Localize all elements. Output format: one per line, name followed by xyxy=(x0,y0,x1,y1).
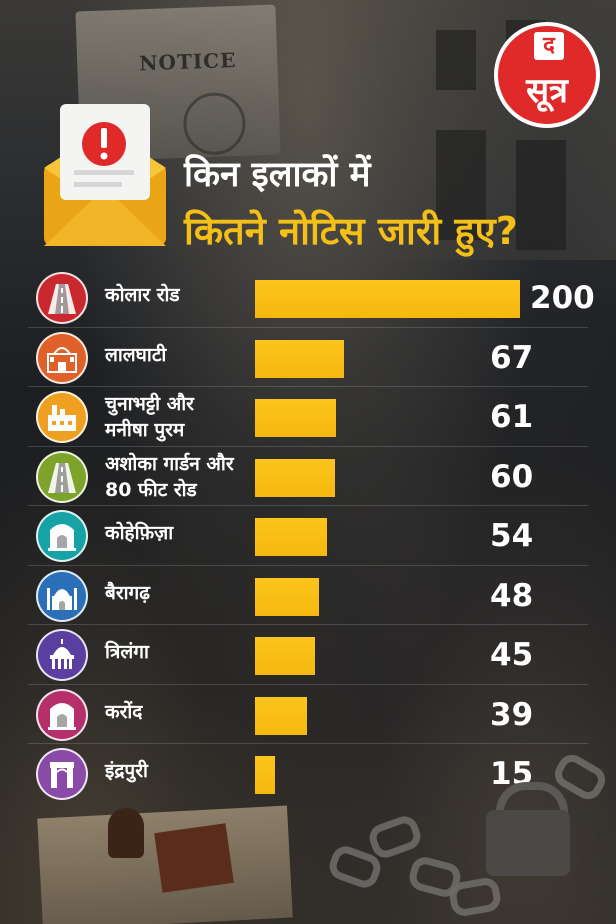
category-label-line: इंद्रपुरी xyxy=(105,760,148,782)
category-label: इंद्रपुरी xyxy=(105,758,148,784)
category-label-line: मनीषा पुरम xyxy=(105,419,185,441)
value-label: 60 xyxy=(490,458,534,495)
category-label-line: करोंद xyxy=(105,700,143,723)
category-label-line: कोलार रोड xyxy=(105,284,180,306)
domed-building-icon xyxy=(36,629,88,681)
rubber-stamp-handle xyxy=(108,808,144,858)
row-divider xyxy=(28,505,588,506)
chart-row: कोहेफ़िज़ा 54 xyxy=(0,505,616,564)
value-label: 48 xyxy=(490,577,534,614)
chart-row: लालघाटी 67 xyxy=(0,326,616,386)
value-label: 54 xyxy=(490,518,534,554)
value-label: 67 xyxy=(490,339,534,376)
india-gate-icon xyxy=(36,748,88,800)
bar xyxy=(255,399,336,437)
chart-row: कोलार रोड 200 xyxy=(0,268,616,326)
row-divider xyxy=(28,326,588,328)
bar xyxy=(255,756,275,794)
chart-row: त्रिलंगा 45 xyxy=(0,624,616,683)
the-sootr-logo: द सूत्र xyxy=(494,22,600,128)
chart-title-line2: कितने नोटिस जारी हुए? xyxy=(184,209,518,253)
category-label: लालघाटी xyxy=(105,342,166,368)
bar xyxy=(255,518,327,556)
bar xyxy=(255,339,344,378)
category-label: चुनाभट्टी और मनीषा पुरम xyxy=(105,391,194,443)
notice-seal xyxy=(182,91,247,156)
taj-mahal-icon xyxy=(36,569,88,622)
logo-top-letter: द xyxy=(534,32,564,60)
value-label: 200 xyxy=(530,280,595,316)
padlock-icon xyxy=(486,810,570,876)
road-icon xyxy=(36,450,88,503)
row-divider xyxy=(28,386,588,387)
row-divider xyxy=(28,564,588,566)
factory-icon xyxy=(36,391,88,443)
category-label: अशोका गार्डन और 80 फीट रोड xyxy=(105,451,234,503)
bar xyxy=(255,458,335,497)
chart-row: करोंद 39 xyxy=(0,683,616,743)
gate-arch-icon xyxy=(36,510,88,562)
chain-link xyxy=(365,812,425,862)
bar xyxy=(255,637,315,675)
bar xyxy=(255,696,307,735)
logo-main-text: सूत्र xyxy=(526,71,568,111)
category-label: करोंद xyxy=(105,699,142,725)
category-label-line: चुनाभट्टी और xyxy=(105,393,194,415)
rubber-stamp-base xyxy=(154,823,234,893)
gate-arch-icon xyxy=(36,688,88,741)
value-label: 61 xyxy=(490,399,534,435)
category-label: कोलार रोड xyxy=(105,282,180,308)
value-label: 45 xyxy=(490,637,534,673)
value-label: 39 xyxy=(490,696,534,733)
category-label-line: लालघाटी xyxy=(105,343,167,366)
category-label-line: कोहेफ़िज़ा xyxy=(105,522,174,544)
category-label: त्रिलंगा xyxy=(105,639,149,665)
category-label: कोहेफ़िज़ा xyxy=(105,520,173,546)
envelope-alert-icon xyxy=(40,100,170,248)
row-divider xyxy=(28,624,588,625)
row-divider xyxy=(28,683,588,685)
chart-title-line1: किन इलाकों में xyxy=(184,155,371,195)
notice-text: NOTICE xyxy=(138,47,237,76)
category-label-line: अशोका गार्डन और xyxy=(105,452,234,475)
chart-row: बैरागढ़ 48 xyxy=(0,564,616,624)
gateway-icon xyxy=(36,331,88,384)
padlock-shackle xyxy=(496,782,568,836)
chart-row: अशोका गार्डन और 80 फीट रोड 60 xyxy=(0,445,616,505)
road-icon xyxy=(36,272,88,324)
row-divider xyxy=(28,445,588,447)
category-label: बैरागढ़ xyxy=(105,580,150,606)
category-label-line: बैरागढ़ xyxy=(105,581,150,604)
category-label-line: 80 फीट रोड xyxy=(105,478,197,501)
chart-row: चुनाभट्टी और मनीषा पुरम 61 xyxy=(0,386,616,445)
category-label-line: त्रिलंगा xyxy=(105,641,149,663)
bar xyxy=(255,577,319,616)
bar xyxy=(255,280,520,318)
row-divider xyxy=(28,743,588,744)
